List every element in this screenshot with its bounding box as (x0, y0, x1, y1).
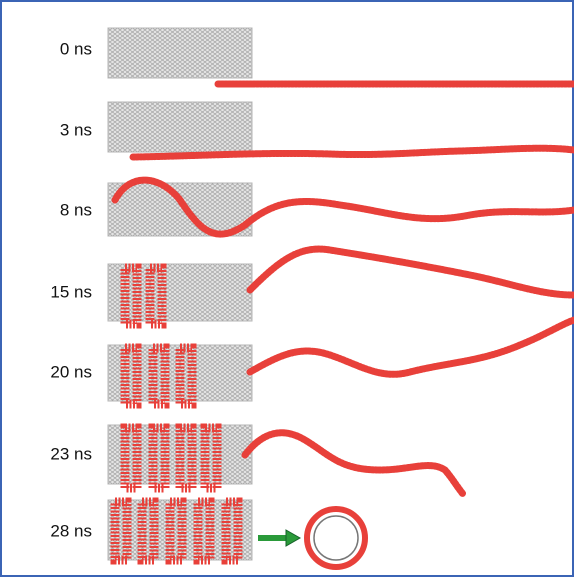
time-label: 20 ns (50, 362, 92, 381)
time-label: 8 ns (60, 200, 92, 219)
time-label: 15 ns (50, 282, 92, 301)
time-label: 23 ns (50, 444, 92, 463)
time-label: 3 ns (60, 120, 92, 139)
figure: 0 ns 3 ns 8 ns 15 ns 20 ns 23 ns 28 ns (0, 0, 574, 577)
time-label: 0 ns (60, 39, 92, 58)
time-label: 28 ns (50, 521, 92, 540)
